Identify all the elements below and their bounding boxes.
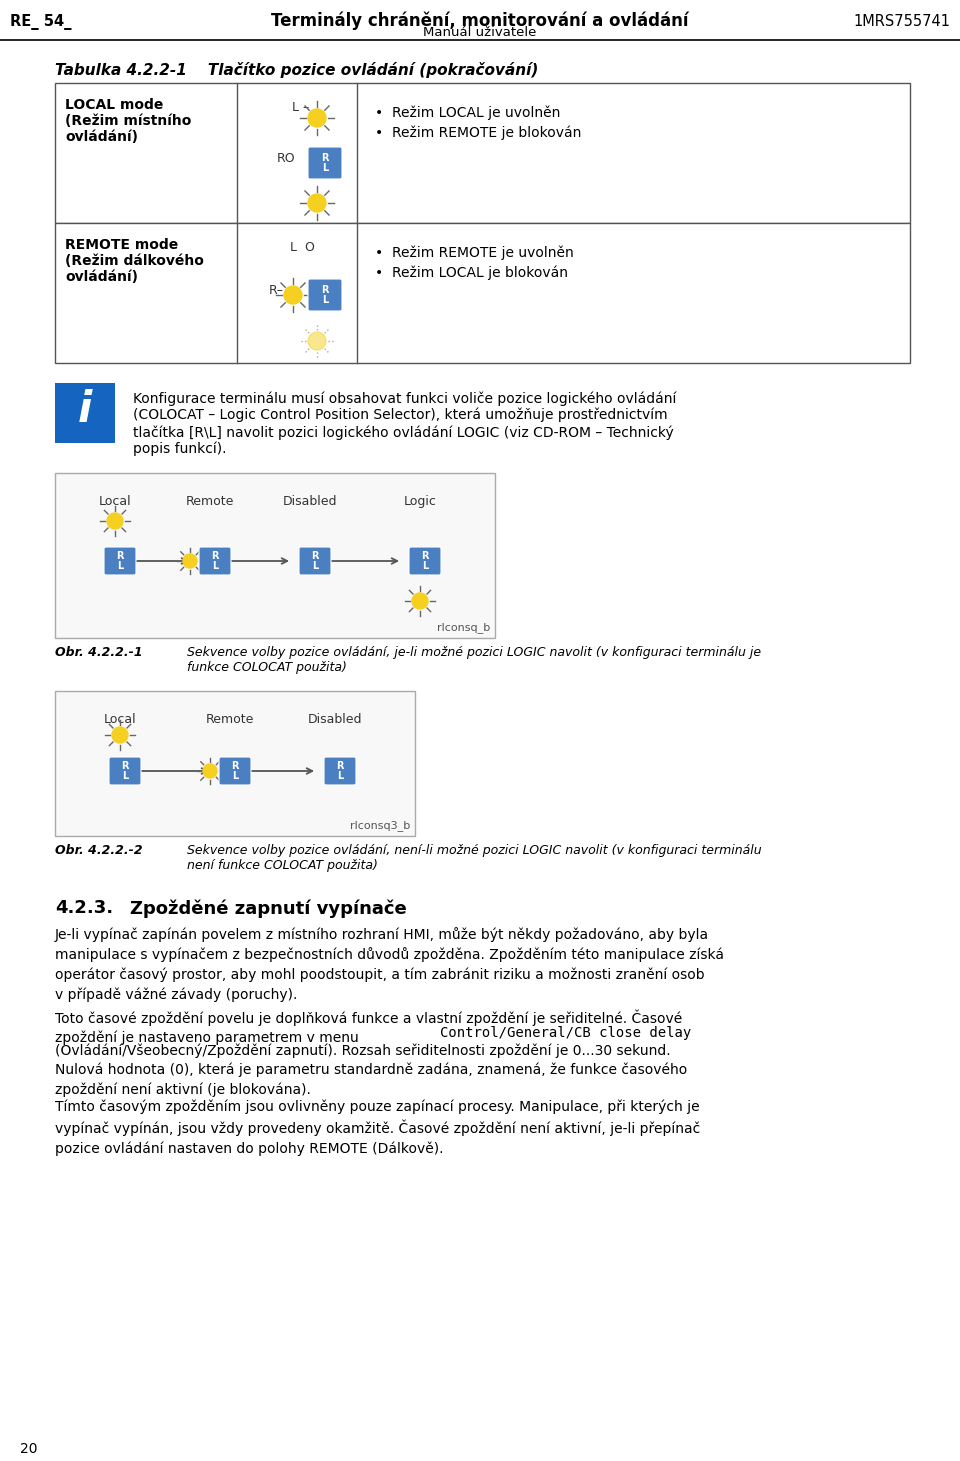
Text: Toto časové zpoždění povelu je doplňková funkce a vlastní zpoždění je seřiditeln: Toto časové zpoždění povelu je doplňková… [55, 1010, 683, 1045]
Text: R
L: R L [311, 551, 319, 571]
Text: tlačítka [R\L] navolit pozici logického ovládání LOGIC (viz CD-ROM – Technický: tlačítka [R\L] navolit pozici logického … [133, 425, 674, 440]
Text: •  Režim LOCAL je uvolněn: • Režim LOCAL je uvolněn [375, 105, 561, 120]
Text: R
L: R L [322, 285, 328, 304]
Text: i: i [78, 389, 92, 431]
Text: R–: R– [269, 285, 284, 298]
Text: R
L: R L [336, 761, 344, 780]
FancyBboxPatch shape [308, 148, 342, 180]
Text: Disabled: Disabled [283, 495, 337, 508]
Bar [55, 224, 910, 362]
Text: Sekvence volby pozice ovládání, není-li možné pozici LOGIC navolit (v konfigurac: Sekvence volby pozice ovládání, není-li … [175, 844, 761, 872]
Text: RO: RO [277, 152, 296, 165]
Text: rlconsq3_b: rlconsq3_b [349, 820, 410, 831]
Circle shape [112, 728, 128, 744]
Text: R
L: R L [421, 551, 429, 571]
Bar [55, 691, 415, 836]
Text: Disabled: Disabled [308, 713, 362, 726]
Bar [55, 473, 495, 638]
Circle shape [284, 286, 302, 304]
Text: R
L: R L [116, 551, 124, 571]
Text: Remote: Remote [205, 713, 254, 726]
Text: (Ovládání/Všeobecný/Zpoždění zapnutí). Rozsah seřiditelnosti zpoždění je 0...30 : (Ovládání/Všeobecný/Zpoždění zapnutí). R… [55, 1043, 687, 1097]
Text: Remote: Remote [186, 495, 234, 508]
Bar [55, 83, 910, 224]
Text: Zpožděné zapnutí vypínače: Zpožděné zapnutí vypínače [130, 899, 407, 918]
FancyBboxPatch shape [308, 279, 342, 311]
Circle shape [203, 764, 217, 779]
Bar [55, 383, 115, 443]
Circle shape [183, 554, 197, 568]
Circle shape [107, 513, 123, 529]
FancyBboxPatch shape [409, 546, 441, 576]
Text: popis funkcí).: popis funkcí). [133, 443, 227, 456]
Text: •  Režim REMOTE je blokován: • Režim REMOTE je blokován [375, 126, 582, 139]
Text: R
L: R L [322, 153, 328, 172]
Text: R
L: R L [121, 761, 129, 780]
FancyBboxPatch shape [104, 546, 136, 576]
Text: Je-li vypínač zapínán povelem z místního rozhraní HMI, může být někdy požadováno: Je-li vypínač zapínán povelem z místního… [55, 926, 724, 1002]
Text: RE_ 54_: RE_ 54_ [10, 15, 71, 31]
Text: 1MRS755741: 1MRS755741 [853, 15, 950, 29]
FancyBboxPatch shape [109, 757, 141, 785]
Circle shape [308, 110, 326, 127]
FancyBboxPatch shape [199, 546, 231, 576]
Text: Obr. 4.2.2.-2: Obr. 4.2.2.-2 [55, 844, 143, 858]
FancyBboxPatch shape [219, 757, 251, 785]
Text: Tímto časovým zpožděním jsou ovlivněny pouze zapínací procesy. Manipulace, při k: Tímto časovým zpožděním jsou ovlivněny p… [55, 1099, 700, 1156]
Circle shape [308, 194, 326, 212]
FancyBboxPatch shape [324, 757, 356, 785]
Text: Obr. 4.2.2.-1: Obr. 4.2.2.-1 [55, 646, 143, 659]
Text: Konfigurace terminálu musí obsahovat funkci voliče pozice logického ovládání: Konfigurace terminálu musí obsahovat fun… [133, 392, 677, 406]
Text: L: L [292, 101, 299, 114]
Text: –: – [302, 101, 308, 114]
Text: •  Režim REMOTE je uvolněn: • Režim REMOTE je uvolněn [375, 245, 574, 260]
Text: •  Režim LOCAL je blokován: • Režim LOCAL je blokován [375, 264, 568, 279]
Circle shape [412, 593, 428, 609]
Text: 20: 20 [20, 1442, 37, 1457]
Text: Manuál uživatele: Manuál uživatele [423, 26, 537, 39]
Text: Tabulka 4.2.2-1    Tlačítko pozice ovládání (pokračování): Tabulka 4.2.2-1 Tlačítko pozice ovládání… [55, 61, 539, 77]
Text: REMOTE mode
(Režim dálkového
ovládání): REMOTE mode (Režim dálkového ovládání) [65, 238, 204, 285]
Text: LOCAL mode
(Režim místního
ovládání): LOCAL mode (Režim místního ovládání) [65, 98, 191, 145]
FancyBboxPatch shape [299, 546, 331, 576]
Text: (COLOCAT – Logic Control Position Selector), která umožňuje prostřednictvím: (COLOCAT – Logic Control Position Select… [133, 408, 667, 422]
Text: R
L: R L [211, 551, 219, 571]
Text: Sekvence volby pozice ovládání, je-li možné pozici LOGIC navolit (v konfiguraci : Sekvence volby pozice ovládání, je-li mo… [175, 646, 761, 674]
Circle shape [308, 332, 326, 351]
Text: rlconsq_b: rlconsq_b [437, 622, 490, 633]
Text: Local: Local [99, 495, 132, 508]
Text: 4.2.3.: 4.2.3. [55, 899, 113, 918]
Text: Local: Local [104, 713, 136, 726]
Text: Terminály chránění, monitorování a ovládání: Terminály chránění, monitorování a ovlád… [272, 12, 688, 29]
Text: Logic: Logic [403, 495, 437, 508]
Text: L  O: L O [290, 241, 315, 254]
Text: R
L: R L [231, 761, 239, 780]
Text: Control/General/CB close delay: Control/General/CB close delay [440, 1026, 691, 1040]
